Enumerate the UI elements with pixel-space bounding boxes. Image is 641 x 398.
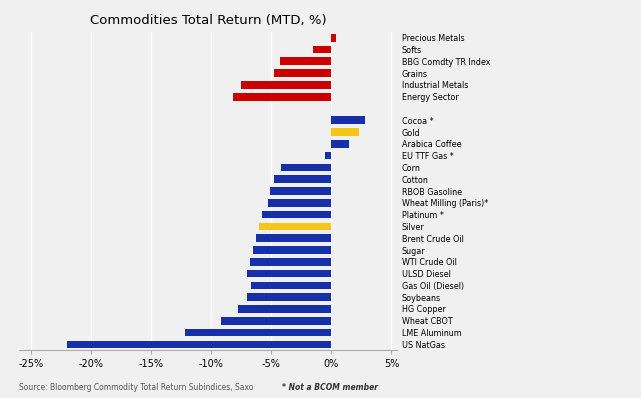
Bar [326,152,331,160]
Bar [260,222,331,230]
Bar [279,57,331,65]
Bar [238,305,331,313]
Bar [250,258,331,265]
Text: * Not a BCOM member: * Not a BCOM member [282,383,378,392]
Bar [262,211,331,219]
Bar [331,140,349,148]
Bar [247,293,331,301]
Bar [274,176,331,183]
Bar [242,81,331,89]
Bar [313,46,331,53]
Bar [331,117,365,124]
Bar [270,187,331,195]
Bar [256,234,331,242]
Text: Source: Bloomberg Commodity Total Return Subindices, Saxo: Source: Bloomberg Commodity Total Return… [19,383,254,392]
Title: Commodities Total Return (MTD, %): Commodities Total Return (MTD, %) [90,14,327,27]
Bar [331,34,336,41]
Bar [268,199,331,207]
Bar [253,246,331,254]
Bar [67,341,331,348]
Bar [247,270,331,277]
Bar [185,329,331,336]
Bar [331,128,359,136]
Bar [274,69,331,77]
Bar [281,164,331,171]
Bar [233,93,331,101]
Bar [221,317,331,325]
Bar [251,281,331,289]
